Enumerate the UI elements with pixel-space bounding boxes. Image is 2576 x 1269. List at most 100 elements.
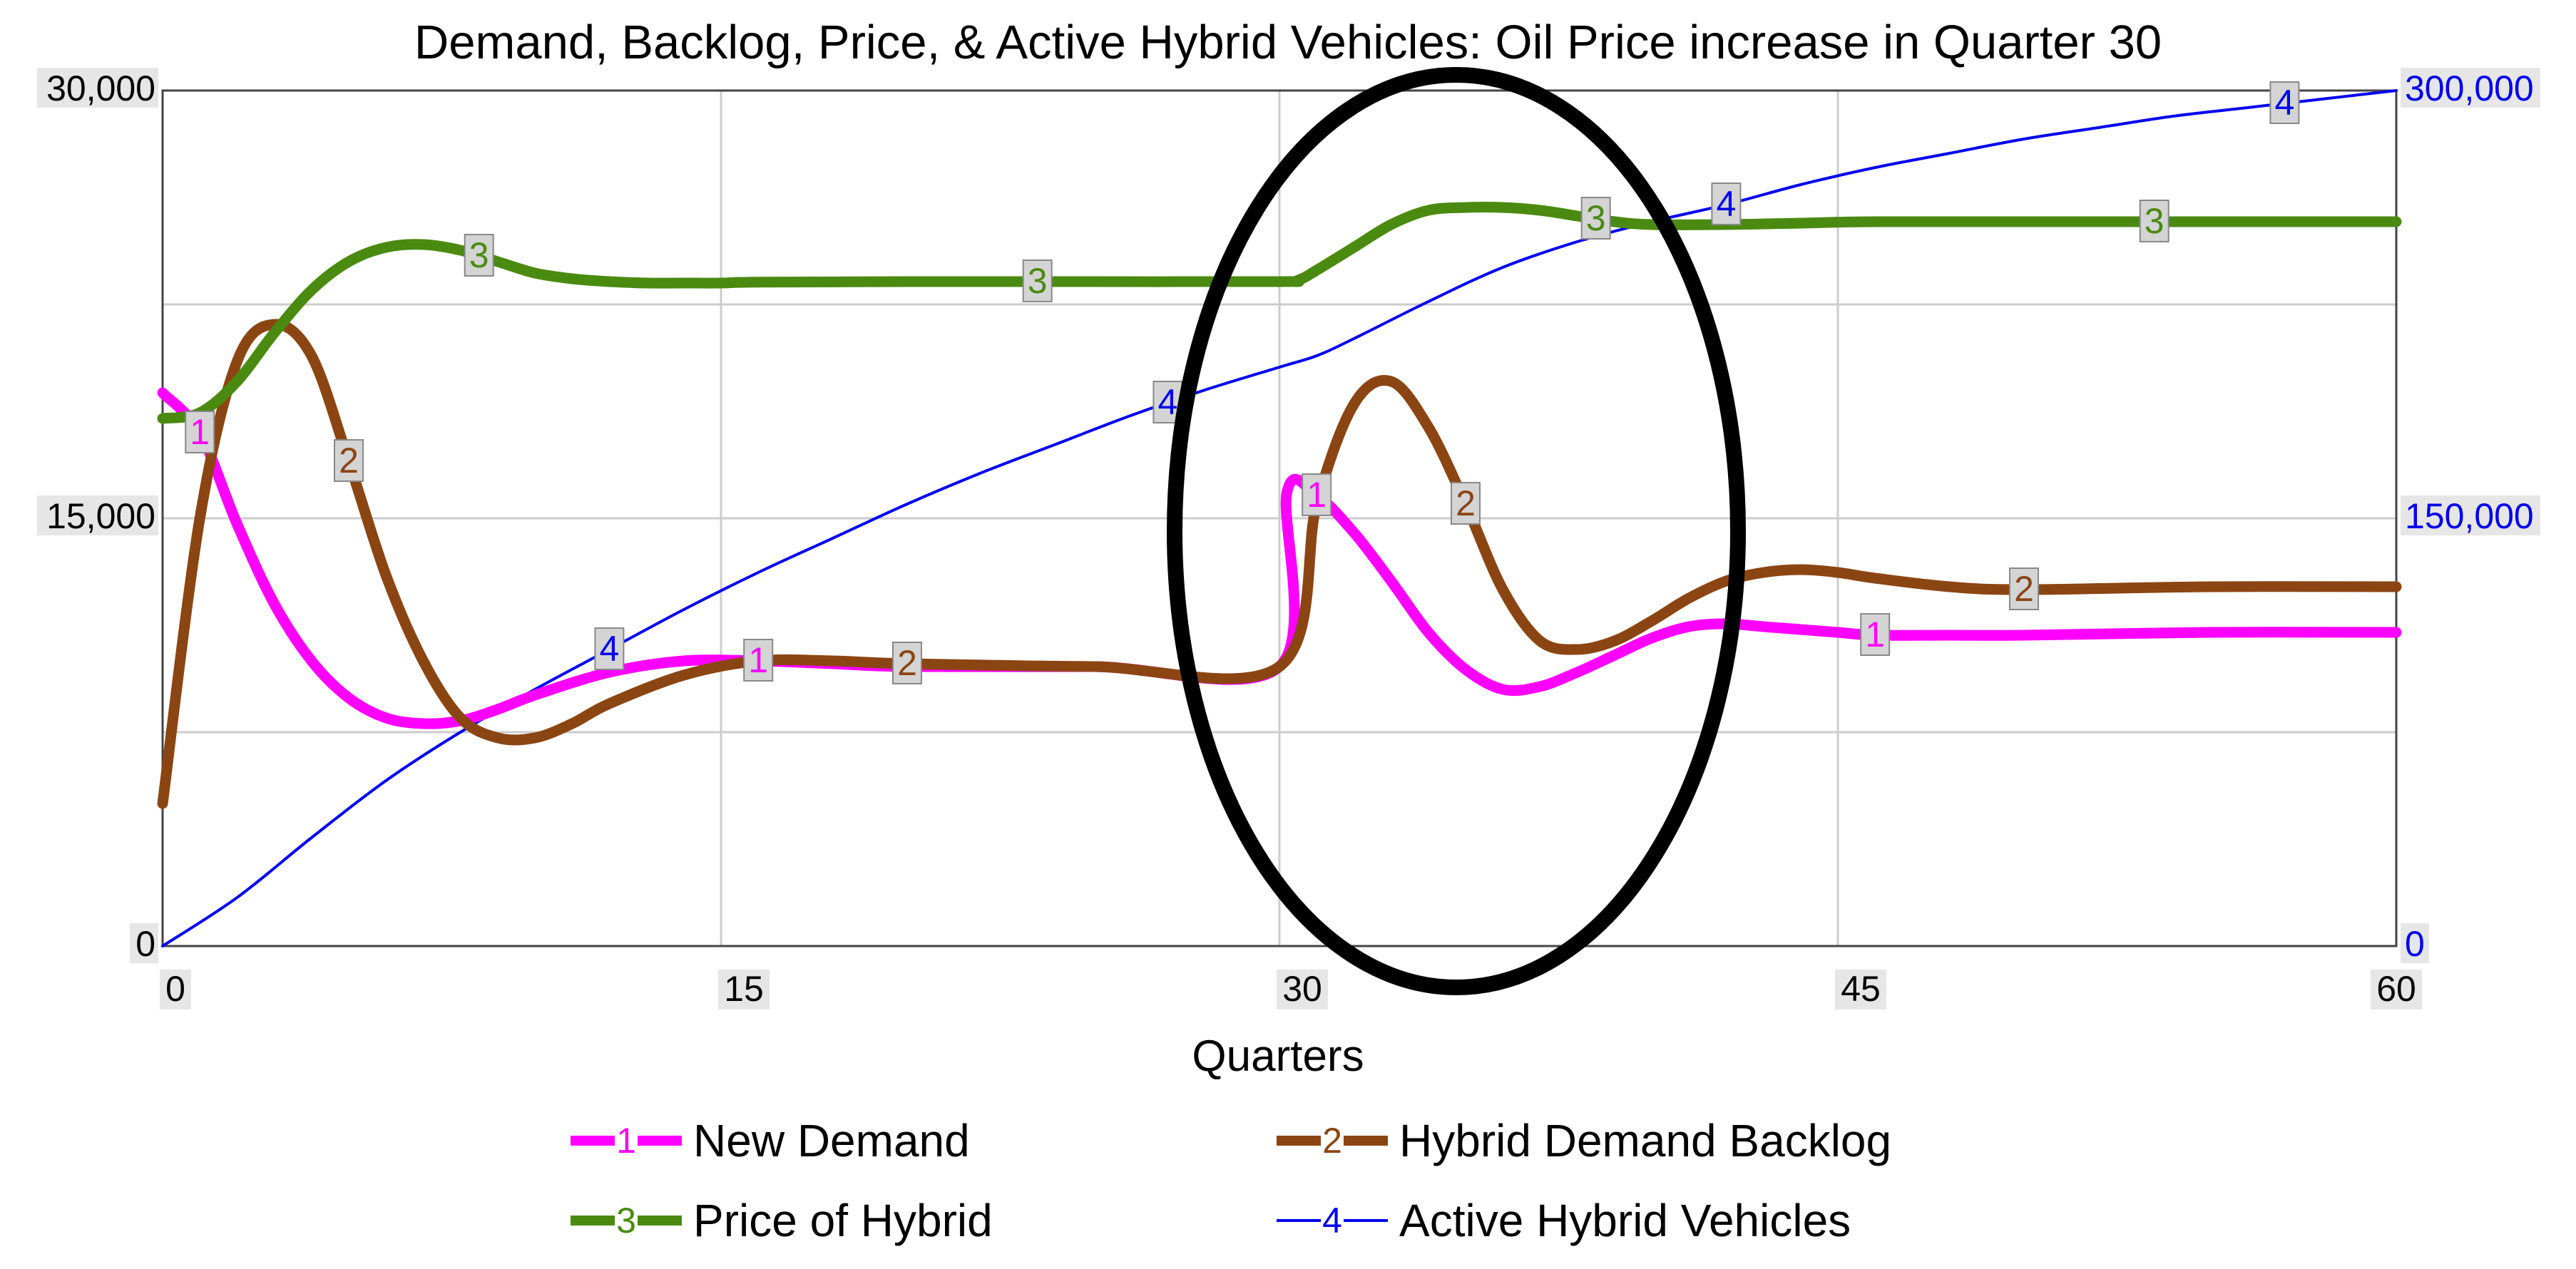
marker-bg <box>464 234 494 277</box>
series-marker-3: 3 <box>1580 197 1611 240</box>
x-tick-label: 0 <box>160 969 191 1009</box>
series-marker-2: 2 <box>1451 482 1481 525</box>
series-marker-4: 4 <box>594 627 625 670</box>
left-tick-text: 15,000 <box>46 496 155 536</box>
marker-label: 3 <box>469 235 489 275</box>
x-tick-label: 45 <box>1835 969 1886 1009</box>
series-marker-4: 4 <box>2269 81 2300 124</box>
series-marker-3: 3 <box>1022 260 1053 302</box>
grid <box>163 91 2396 946</box>
marker-bg <box>594 627 625 670</box>
marker-bg <box>2009 567 2039 610</box>
series-marker-3: 3 <box>2139 200 2169 242</box>
tick-label-bg <box>2401 923 2429 963</box>
x-axis-label: Quarters <box>1192 1032 1364 1081</box>
legend-label: Hybrid Demand Backlog <box>1399 1115 1891 1166</box>
legend-number: 4 <box>1322 1201 1342 1240</box>
x-tick-label: 60 <box>2371 969 2422 1009</box>
tick-label-bg <box>2371 970 2422 1009</box>
marker-label: 4 <box>599 629 619 669</box>
marker-label: 2 <box>897 643 917 683</box>
right-tick-text: 0 <box>2405 924 2425 964</box>
marker-bg <box>185 411 215 453</box>
left-tick-label: 15,000 <box>37 495 158 536</box>
legend-number: 3 <box>616 1201 636 1240</box>
series-line-1 <box>157 387 2402 729</box>
marker-bg <box>892 642 922 684</box>
marker-label: 1 <box>748 640 768 680</box>
tick-label-bg <box>718 970 770 1009</box>
marker-bg <box>1580 197 1611 240</box>
plot-frame <box>161 89 2398 947</box>
series-markers: 1 1 1 1 2 2 2 2 3 3 3 3 4 4 4 4 <box>185 81 2300 684</box>
chart-title: Demand, Backlog, Price, & Active Hybrid … <box>414 16 2162 69</box>
series-marker-1: 1 <box>743 639 774 682</box>
left-tick-label: 0 <box>130 923 158 964</box>
legend-number: 2 <box>1322 1121 1342 1161</box>
legend-number: 1 <box>616 1121 636 1161</box>
tick-label-bg <box>2401 68 2540 108</box>
tick-label-bg <box>37 68 158 108</box>
legend: 1 New Demand 2 Hybrid Demand Backlog 3 Price … <box>571 1115 1891 1246</box>
x-tick-text: 0 <box>165 969 185 1009</box>
marker-label: 1 <box>1865 615 1885 654</box>
x-tick-text: 30 <box>1282 969 1322 1009</box>
marker-label: 2 <box>1456 483 1476 523</box>
series-marker-2: 2 <box>334 439 364 482</box>
marker-label: 3 <box>2145 201 2164 241</box>
marker-bg <box>1451 482 1481 525</box>
x-tick-label: 30 <box>1277 969 1328 1009</box>
tick-label-bg <box>1835 970 1886 1009</box>
x-axis: 0 15 30 45 60 <box>160 969 2422 1009</box>
marker-label: 3 <box>1586 198 1606 238</box>
left-tick-text: 0 <box>136 924 155 964</box>
legend-label: New Demand <box>693 1115 970 1166</box>
series-marker-2: 2 <box>2009 567 2039 610</box>
marker-label: 4 <box>1716 184 1736 224</box>
series-marker-3: 3 <box>464 234 494 277</box>
series-marker-2: 2 <box>892 642 922 684</box>
marker-label: 1 <box>1307 475 1327 515</box>
legend-label: Active Hybrid Vehicles <box>1399 1195 1851 1246</box>
marker-label: 3 <box>1028 261 1048 301</box>
marker-bg <box>1860 613 1891 656</box>
marker-bg <box>1711 183 1742 225</box>
marker-label: 2 <box>339 441 359 481</box>
legend-item-3: 3 Price of Hybrid <box>571 1195 993 1246</box>
right-tick-text: 150,000 <box>2405 496 2534 536</box>
tick-label-bg <box>2401 495 2540 535</box>
legend-item-2: 2 Hybrid Demand Backlog <box>1277 1115 1891 1166</box>
left-axis: 0 15,000 30,000 <box>37 68 158 964</box>
marker-label: 2 <box>2014 569 2034 609</box>
tick-label-bg <box>130 923 158 963</box>
series-marker-1: 1 <box>1860 613 1891 656</box>
marker-label: 1 <box>190 412 210 452</box>
marker-label: 4 <box>2274 83 2294 123</box>
tick-label-bg <box>37 495 158 535</box>
tick-label-bg <box>1277 970 1328 1009</box>
x-tick-text: 45 <box>1841 969 1881 1009</box>
highlight-ellipse <box>1167 67 1746 995</box>
series-marker-1: 1 <box>1302 473 1332 516</box>
series-marker-1: 1 <box>185 411 215 453</box>
series-marker-4: 4 <box>1711 183 1742 225</box>
legend-item-4: 4 Active Hybrid Vehicles <box>1277 1195 1851 1246</box>
right-tick-label: 0 <box>2401 923 2429 964</box>
series-line-2 <box>157 319 2402 809</box>
marker-bg <box>2269 81 2300 124</box>
right-axis: 0 150,000 300,000 <box>2401 68 2540 964</box>
legend-item-1: 1 New Demand <box>571 1115 970 1166</box>
legend-label: Price of Hybrid <box>693 1195 993 1246</box>
x-tick-text: 60 <box>2376 969 2416 1009</box>
left-tick-text: 30,000 <box>46 68 155 108</box>
marker-bg <box>2139 200 2169 242</box>
right-tick-label: 150,000 <box>2401 495 2540 536</box>
right-tick-text: 300,000 <box>2405 68 2534 108</box>
marker-bg <box>1022 260 1053 302</box>
marker-bg <box>1302 473 1332 516</box>
marker-label: 4 <box>1157 382 1177 422</box>
x-tick-text: 15 <box>724 969 764 1009</box>
right-tick-label: 300,000 <box>2401 68 2540 108</box>
marker-bg <box>334 439 364 482</box>
